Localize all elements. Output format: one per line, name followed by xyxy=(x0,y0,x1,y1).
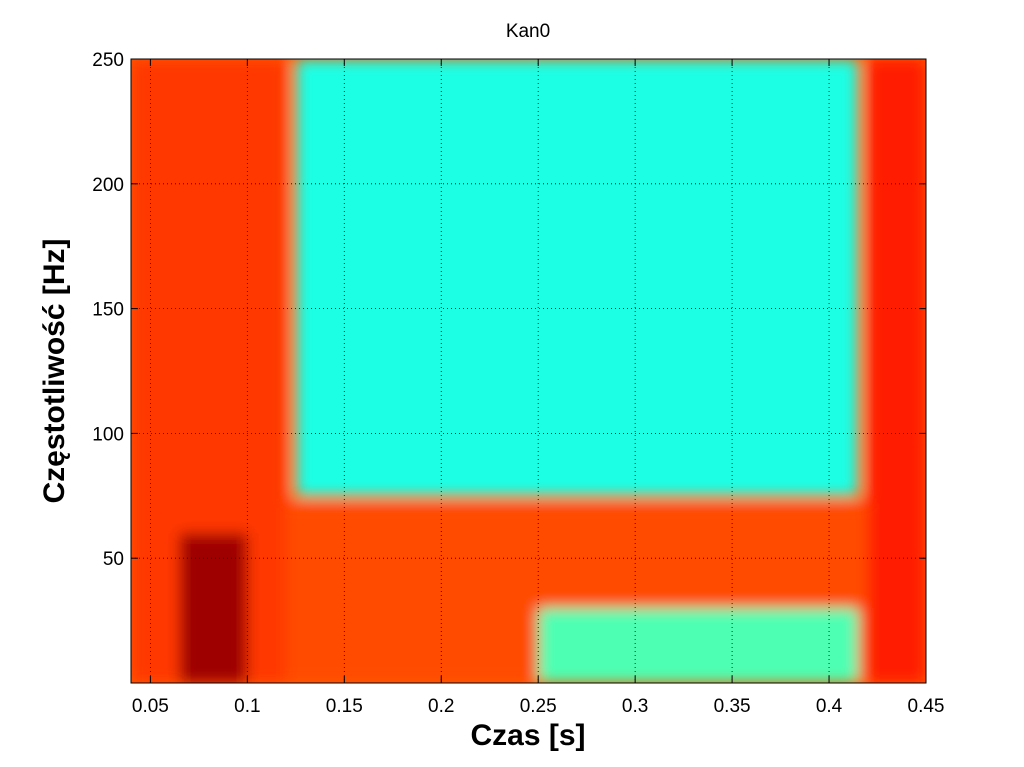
x-tick-label: 0.25 xyxy=(520,696,557,717)
axis-ticks: 0.05 0.1 0.15 0.2 0.25 0.3 0.35 0.4 0.45 50 100 150… xyxy=(92,50,944,717)
x-tick-label: 0.05 xyxy=(132,696,169,717)
x-tick-label: 0.3 xyxy=(622,696,648,717)
y-tick-label: 150 xyxy=(92,300,124,321)
plot-frame xyxy=(130,58,927,684)
chart-title: Kan0 xyxy=(506,21,550,42)
x-axis-label: Czas [s] xyxy=(470,719,585,752)
x-tick-label: 0.45 xyxy=(908,696,945,717)
y-tick-label: 200 xyxy=(92,175,124,196)
x-tick-label: 0.4 xyxy=(816,696,843,717)
heatmap-region-left-peak xyxy=(179,533,248,683)
y-tick-label: 100 xyxy=(92,424,124,445)
heatmap-region-mid-low-field xyxy=(538,608,859,683)
grid-lines xyxy=(131,59,926,683)
x-tick-label: 0.35 xyxy=(714,696,751,717)
y-axis-label: Częstotliwość [Hz] xyxy=(38,238,71,503)
heatmap-region-right-high-band xyxy=(867,59,926,683)
x-tick-label: 0.15 xyxy=(326,696,363,717)
y-tick-label: 250 xyxy=(92,50,124,71)
x-tick-label: 0.1 xyxy=(234,696,260,717)
x-tick-label: 0.2 xyxy=(428,696,454,717)
heatmap-region-mid-high-field xyxy=(295,59,859,496)
heatmap-layer xyxy=(131,59,926,683)
y-tick-label: 50 xyxy=(103,549,124,570)
plot-area xyxy=(131,59,926,683)
